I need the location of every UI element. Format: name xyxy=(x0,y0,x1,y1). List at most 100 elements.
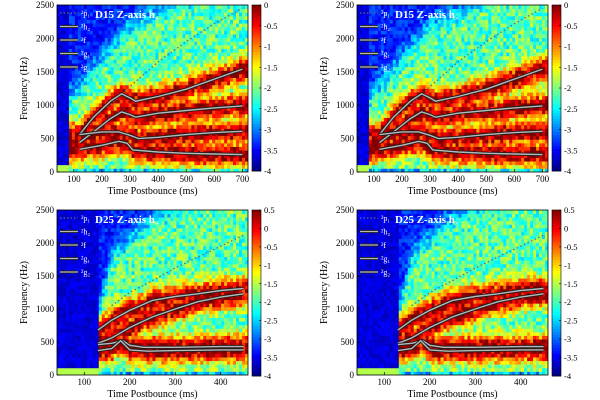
colorbar-segment xyxy=(552,165,561,169)
x-tick-label: 100 xyxy=(67,174,81,184)
colorbar-segment xyxy=(552,107,561,111)
colorbar-segment xyxy=(252,323,261,327)
y-axis-label: Frequency (Hz) xyxy=(19,57,30,120)
colorbar-segment xyxy=(552,295,561,299)
colorbar-segment xyxy=(552,38,561,42)
colorbar-segment xyxy=(252,63,261,67)
colorbar-segment xyxy=(552,351,561,355)
legend: ²p₁ ²h₂ ²f ²g₁ ²g₂ xyxy=(360,214,390,277)
colorbar-segment xyxy=(252,234,261,239)
colorbar-segment xyxy=(252,317,261,322)
colorbar-segment xyxy=(552,129,561,133)
x-tick-label: 700 xyxy=(536,174,550,184)
colorbar-segment xyxy=(252,337,261,341)
colorbar-segment xyxy=(552,268,561,272)
mode-curve-3 xyxy=(97,338,244,349)
colorbar-segment xyxy=(552,306,561,310)
colorbar-segment xyxy=(252,110,261,114)
mode-curve-0 xyxy=(411,234,544,307)
colorbar-segment xyxy=(252,245,261,250)
colorbar-segment xyxy=(252,248,261,252)
colorbar-segment xyxy=(552,162,561,166)
mode-line-2 xyxy=(79,105,243,144)
colorbar-segment xyxy=(552,270,561,275)
colorbar-segment xyxy=(552,93,561,97)
colorbar-segment xyxy=(552,132,561,136)
colorbar-segment xyxy=(552,245,561,250)
x-tick-label: 400 xyxy=(514,377,528,387)
mode-line-3 xyxy=(97,339,244,348)
colorbar-segment xyxy=(552,212,561,216)
colorbar-segment xyxy=(552,79,561,83)
colorbar-segment xyxy=(252,215,261,219)
panel-title: D15 Z-axis h+ xyxy=(95,9,160,23)
colorbar-segment xyxy=(252,82,261,86)
legend-label-3: ²g₁ xyxy=(81,50,90,59)
colorbar-segment xyxy=(252,68,261,72)
colorbar-segment xyxy=(252,135,261,139)
x-tick-label: 700 xyxy=(236,174,250,184)
colorbar-segment xyxy=(252,221,261,225)
mode-line-1 xyxy=(378,68,543,136)
colorbar-segment xyxy=(252,85,261,89)
colorbar-segment xyxy=(552,301,561,305)
colorbar-segment xyxy=(252,348,261,352)
x-tick-label: 100 xyxy=(78,377,92,387)
colorbar-segment xyxy=(552,293,561,297)
mode-curve-2 xyxy=(78,104,243,144)
legend: ²p₁ ²h₂ ²f ²g₁ ²g₂ xyxy=(60,9,90,72)
colorbar-segment xyxy=(552,281,561,286)
colorbar-segment xyxy=(252,212,261,216)
colorbar-tick-label: -3.5 xyxy=(564,353,577,363)
legend-label-4: ²g₂ xyxy=(81,63,90,72)
colorbar-segment xyxy=(552,370,561,374)
plot-frame xyxy=(56,4,249,173)
colorbar-segment xyxy=(252,243,261,247)
colorbar-segment xyxy=(552,126,561,130)
colorbar-segment xyxy=(252,16,261,20)
colorbar-segment xyxy=(252,226,261,230)
y-tick-label: 1000 xyxy=(336,100,355,110)
x-tick-label: 200 xyxy=(95,174,109,184)
colorbar-segment xyxy=(252,279,261,283)
colorbar-segment xyxy=(552,221,561,225)
colorbar-segment xyxy=(252,123,261,128)
colorbar-segment xyxy=(552,154,561,158)
colorbar-segment xyxy=(552,40,561,45)
mode-line-4 xyxy=(379,140,543,156)
colorbar-segment xyxy=(252,21,261,25)
colorbar-segment xyxy=(252,304,261,308)
x-tick-label: 200 xyxy=(395,174,409,184)
y-tick-label: 2500 xyxy=(36,0,55,10)
mode-line-0 xyxy=(411,234,544,307)
colorbar-segment xyxy=(252,284,261,288)
colorbar-segment xyxy=(252,254,261,258)
mode-curve-2 xyxy=(97,292,244,345)
colorbar-segment xyxy=(552,328,561,333)
plot-frame xyxy=(356,209,549,376)
colorbar-segment xyxy=(552,276,561,280)
colorbar-segment xyxy=(252,129,261,133)
colorbar-segment xyxy=(252,79,261,83)
colorbar-segment xyxy=(552,112,561,117)
colorbar-segment xyxy=(252,312,261,316)
colorbar-segment xyxy=(552,121,561,125)
colorbar-segment xyxy=(252,132,261,136)
x-tick-label: 600 xyxy=(508,174,522,184)
colorbar-segment xyxy=(552,27,561,31)
colorbar-segment xyxy=(552,359,561,363)
colorbar-segment xyxy=(252,309,261,313)
colorbar-segment xyxy=(552,135,561,139)
colorbar-segment xyxy=(552,210,561,214)
colorbar-segment xyxy=(552,331,561,335)
colorbar-segment xyxy=(252,223,261,227)
colorbar-segment xyxy=(552,232,561,236)
colorbar-segment xyxy=(552,262,561,266)
colorbar-segment xyxy=(252,373,261,377)
colorbar-segment xyxy=(252,27,261,31)
colorbar-segment xyxy=(552,57,561,61)
colorbar-segment xyxy=(552,243,561,247)
colorbar-segment xyxy=(552,353,561,358)
colorbar-segment xyxy=(252,118,261,122)
